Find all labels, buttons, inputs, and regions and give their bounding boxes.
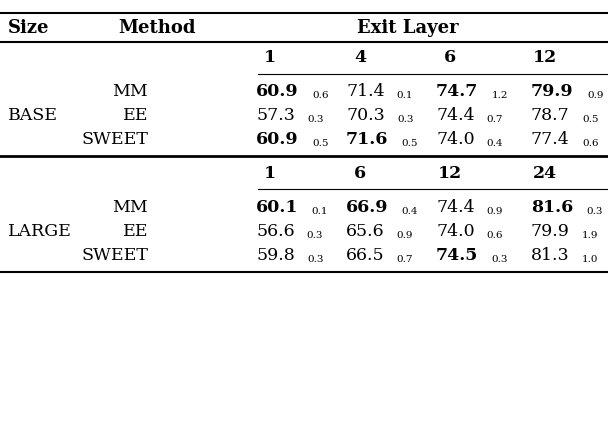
Text: 79.9: 79.9 bbox=[531, 223, 570, 240]
Text: Size: Size bbox=[8, 19, 49, 37]
Text: 1: 1 bbox=[264, 49, 276, 67]
Text: SWEET: SWEET bbox=[81, 131, 148, 148]
Text: 81.6: 81.6 bbox=[531, 198, 573, 215]
Text: 71.4: 71.4 bbox=[346, 84, 385, 100]
Text: 12: 12 bbox=[533, 49, 557, 67]
Text: 74.5: 74.5 bbox=[436, 247, 478, 264]
Text: 1: 1 bbox=[264, 165, 276, 181]
Text: 57.3: 57.3 bbox=[256, 107, 295, 124]
Text: 0.9: 0.9 bbox=[487, 206, 503, 215]
Text: 0.7: 0.7 bbox=[397, 254, 413, 264]
Text: 1.2: 1.2 bbox=[492, 92, 508, 100]
Text: Exit Layer: Exit Layer bbox=[357, 19, 458, 37]
Text: 60.9: 60.9 bbox=[256, 84, 299, 100]
Text: 0.3: 0.3 bbox=[307, 116, 323, 124]
Text: 74.4: 74.4 bbox=[436, 107, 475, 124]
Text: 59.8: 59.8 bbox=[256, 247, 295, 264]
Text: 0.5: 0.5 bbox=[402, 139, 418, 148]
Text: 0.9: 0.9 bbox=[397, 230, 413, 240]
Text: 0.6: 0.6 bbox=[487, 230, 503, 240]
Text: 60.1: 60.1 bbox=[256, 198, 299, 215]
Text: 0.6: 0.6 bbox=[582, 139, 598, 148]
Text: 71.6: 71.6 bbox=[346, 131, 389, 148]
Text: BASE: BASE bbox=[8, 107, 58, 124]
Text: EE: EE bbox=[122, 107, 148, 124]
Text: 0.3: 0.3 bbox=[307, 254, 323, 264]
Text: EE: EE bbox=[122, 223, 148, 240]
Text: 60.9: 60.9 bbox=[256, 131, 299, 148]
Text: 77.4: 77.4 bbox=[531, 131, 570, 148]
Text: 0.4: 0.4 bbox=[487, 139, 503, 148]
Text: 0.9: 0.9 bbox=[587, 92, 604, 100]
Text: MM: MM bbox=[112, 84, 148, 100]
Text: 70.3: 70.3 bbox=[346, 107, 385, 124]
Text: 0.7: 0.7 bbox=[487, 116, 503, 124]
Text: 74.7: 74.7 bbox=[436, 84, 478, 100]
Text: 81.3: 81.3 bbox=[531, 247, 570, 264]
Text: 0.1: 0.1 bbox=[397, 92, 413, 100]
Text: 6: 6 bbox=[354, 165, 366, 181]
Text: 78.7: 78.7 bbox=[531, 107, 570, 124]
Text: 6: 6 bbox=[444, 49, 456, 67]
Text: 79.9: 79.9 bbox=[531, 84, 573, 100]
Text: Method: Method bbox=[118, 19, 196, 37]
Text: 1.0: 1.0 bbox=[582, 254, 598, 264]
Text: 1.9: 1.9 bbox=[582, 230, 599, 240]
Text: 0.3: 0.3 bbox=[307, 230, 323, 240]
Text: 74.0: 74.0 bbox=[436, 131, 475, 148]
Text: 66.9: 66.9 bbox=[346, 198, 389, 215]
Text: 0.6: 0.6 bbox=[312, 92, 328, 100]
Text: 0.4: 0.4 bbox=[402, 206, 418, 215]
Text: 12: 12 bbox=[438, 165, 462, 181]
Text: 74.0: 74.0 bbox=[436, 223, 475, 240]
Text: 0.3: 0.3 bbox=[492, 254, 508, 264]
Text: 65.6: 65.6 bbox=[346, 223, 385, 240]
Text: 66.5: 66.5 bbox=[346, 247, 385, 264]
Text: 0.3: 0.3 bbox=[587, 206, 603, 215]
Text: 56.6: 56.6 bbox=[256, 223, 295, 240]
Text: 4: 4 bbox=[354, 49, 366, 67]
Text: 0.5: 0.5 bbox=[312, 139, 328, 148]
Text: SWEET: SWEET bbox=[81, 247, 148, 264]
Text: MM: MM bbox=[112, 198, 148, 215]
Text: 0.5: 0.5 bbox=[582, 116, 598, 124]
Text: 74.4: 74.4 bbox=[436, 198, 475, 215]
Text: 0.1: 0.1 bbox=[312, 206, 328, 215]
Text: 0.3: 0.3 bbox=[397, 116, 413, 124]
Text: 24: 24 bbox=[533, 165, 557, 181]
Text: LARGE: LARGE bbox=[8, 223, 72, 240]
